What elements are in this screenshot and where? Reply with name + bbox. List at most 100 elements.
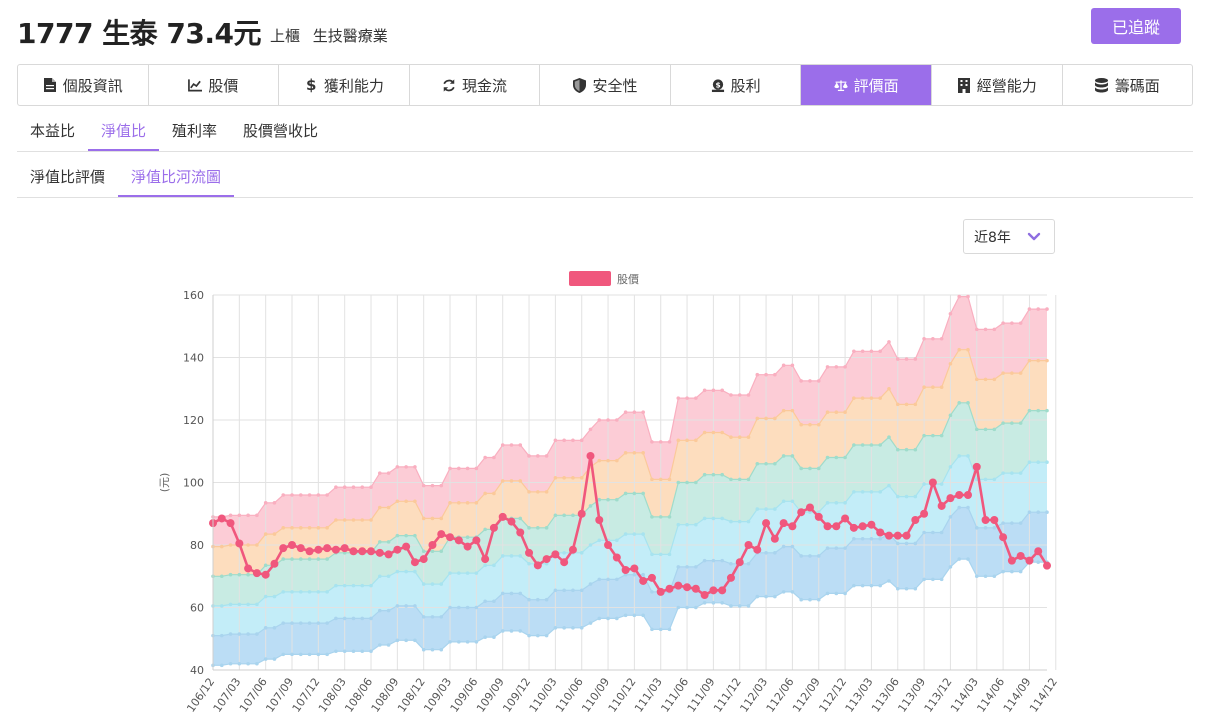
band-point xyxy=(781,590,786,594)
band-point xyxy=(922,577,926,582)
price-point xyxy=(516,528,525,537)
band-point xyxy=(966,557,970,561)
band-point xyxy=(439,483,444,488)
tab-label: 籌碼面 xyxy=(1114,76,1160,95)
band-point xyxy=(790,499,795,504)
band-point xyxy=(983,427,988,432)
band-point xyxy=(316,557,321,561)
band-point xyxy=(694,480,698,485)
price-point xyxy=(612,553,621,562)
dollar-icon: $ xyxy=(304,77,318,93)
tab-safety[interactable]: 安全性 xyxy=(540,65,671,105)
band-point xyxy=(290,526,294,530)
tab-chips[interactable]: 籌碼面 xyxy=(1063,65,1193,105)
band-point xyxy=(685,480,689,485)
tab-stock-info[interactable]: 個股資訊 xyxy=(18,65,149,105)
band-point xyxy=(869,443,874,447)
band-point xyxy=(518,554,523,558)
stock-meta: 上櫃 生技醫療業 xyxy=(270,25,396,46)
band-point xyxy=(281,590,286,594)
band-point xyxy=(746,477,751,482)
band-point xyxy=(808,422,812,427)
tab-operations[interactable]: 經營能力 xyxy=(932,65,1063,105)
band-point xyxy=(1045,358,1049,363)
legend[interactable]: 股價 xyxy=(569,271,639,286)
price-point xyxy=(1025,556,1034,565)
band-point xyxy=(351,649,356,654)
band-point xyxy=(878,349,882,354)
band-point xyxy=(615,538,619,543)
follow-button[interactable]: 已追蹤 xyxy=(1091,8,1181,44)
band-point xyxy=(966,505,970,510)
subtab-pb-valuation[interactable]: 淨值比評價 xyxy=(30,168,106,186)
band-point xyxy=(895,357,900,361)
band-point xyxy=(913,586,918,591)
band-point xyxy=(878,443,882,447)
band-point xyxy=(413,499,417,504)
band-point xyxy=(1027,408,1032,413)
band-point xyxy=(316,526,321,530)
subtab-ps[interactable]: 股價營收比 xyxy=(243,122,319,140)
band-point xyxy=(922,385,926,389)
band-point xyxy=(579,438,584,443)
chevron-down-icon xyxy=(1027,232,1041,241)
price-point xyxy=(314,545,323,554)
band-point xyxy=(421,615,426,619)
band-point xyxy=(544,454,549,458)
band-point xyxy=(781,408,786,413)
valuation-sub-tabs: 本益比 淨值比 殖利率 股價營收比 xyxy=(17,112,1193,152)
band-point xyxy=(1045,408,1049,413)
band-point xyxy=(658,477,663,482)
subtab-yield[interactable]: 殖利率 xyxy=(172,122,218,140)
band-point xyxy=(1018,521,1023,525)
band-point xyxy=(536,633,540,638)
band-point xyxy=(430,516,435,521)
subtab-pe[interactable]: 本益比 xyxy=(30,122,76,140)
band-point xyxy=(228,572,233,577)
band-point xyxy=(948,413,953,418)
tab-valuation[interactable]: 評價面 xyxy=(801,65,932,105)
refresh-icon xyxy=(442,78,456,92)
band-point xyxy=(404,465,408,469)
band-point xyxy=(764,461,768,466)
band-point xyxy=(290,621,294,625)
subtab-pb-river[interactable]: 淨值比河流圖 xyxy=(118,158,235,197)
band-point xyxy=(351,616,356,621)
price-point xyxy=(393,545,402,554)
band-point xyxy=(606,577,610,582)
y-tick-label: 120 xyxy=(183,414,204,427)
band-point xyxy=(983,574,988,579)
band-point xyxy=(360,518,365,522)
band-point xyxy=(430,582,435,586)
band-point xyxy=(421,516,426,521)
tab-dividend[interactable]: $ 股利 xyxy=(671,65,802,105)
band-point xyxy=(527,454,531,458)
band-point xyxy=(966,294,970,299)
price-point xyxy=(481,555,490,564)
band-point xyxy=(457,640,461,644)
band-point xyxy=(246,602,250,607)
price-point xyxy=(279,544,288,553)
price-point xyxy=(586,451,595,460)
band-point xyxy=(834,501,839,505)
shield-icon xyxy=(573,77,587,93)
band-point xyxy=(799,379,803,383)
subtab-pb[interactable]: 淨值比 xyxy=(88,112,160,151)
tab-cashflow[interactable]: 現金流 xyxy=(410,65,541,105)
band-point xyxy=(939,433,944,438)
band-point xyxy=(404,638,408,643)
band-point xyxy=(790,363,795,368)
band-point xyxy=(228,602,233,607)
price-point xyxy=(296,544,305,553)
band-point xyxy=(430,615,435,619)
band-point xyxy=(483,635,487,639)
band-point xyxy=(369,583,373,588)
band-point xyxy=(386,540,391,544)
band-point xyxy=(931,336,935,341)
price-point xyxy=(683,583,692,592)
tab-profitability[interactable]: $ 獲利能力 xyxy=(279,65,410,105)
band-point xyxy=(281,652,286,657)
range-select[interactable]: 近8年 xyxy=(963,219,1055,254)
band-point xyxy=(307,526,312,530)
tab-price[interactable]: 股價 xyxy=(149,65,280,105)
